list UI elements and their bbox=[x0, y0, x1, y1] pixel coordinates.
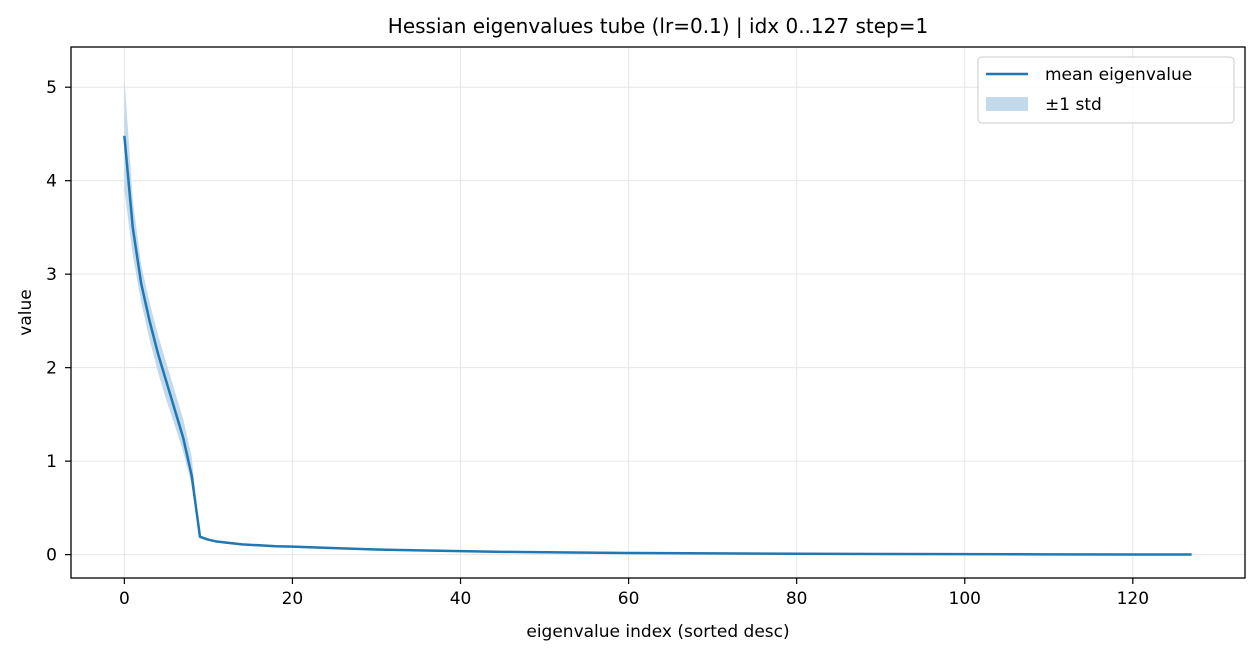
x-tick-label: 80 bbox=[786, 589, 808, 609]
y-axis-title: value bbox=[16, 289, 36, 335]
x-axis-title: eigenvalue index (sorted desc) bbox=[526, 622, 789, 642]
y-tick-label: 4 bbox=[46, 172, 57, 192]
x-tick-label: 40 bbox=[450, 589, 472, 609]
legend-box bbox=[977, 56, 1235, 124]
y-tick-label: 2 bbox=[46, 359, 57, 379]
std-band bbox=[124, 77, 200, 539]
legend-label-mean: mean eigenvalue bbox=[1045, 65, 1192, 85]
legend-label-std: ±1 std bbox=[1045, 95, 1102, 115]
legend: mean eigenvalue ±1 std bbox=[977, 56, 1235, 124]
grid-lines bbox=[71, 47, 1245, 578]
x-tick-label: 20 bbox=[282, 589, 304, 609]
mean-eigenvalue-line bbox=[123, 135, 1192, 556]
std-band-layer bbox=[124, 77, 200, 539]
x-tick-label: 60 bbox=[618, 589, 640, 609]
y-tick-label: 0 bbox=[46, 546, 57, 566]
y-tick-label: 5 bbox=[46, 78, 57, 98]
legend-band-swatch bbox=[986, 97, 1028, 111]
plot-frame bbox=[70, 46, 1246, 579]
chart-title: Hessian eigenvalues tube (lr=0.1) | idx … bbox=[388, 14, 928, 38]
axis-ticks: 0 20 40 60 80 100 120 0 1 2 3 4 5 bbox=[46, 78, 1149, 609]
y-tick-label: 3 bbox=[46, 265, 57, 285]
y-tick-label: 1 bbox=[46, 452, 57, 472]
x-tick-label: 0 bbox=[119, 589, 130, 609]
mean-line-layer bbox=[123, 135, 1192, 556]
x-tick-label: 100 bbox=[949, 589, 981, 609]
x-tick-label: 120 bbox=[1117, 589, 1149, 609]
